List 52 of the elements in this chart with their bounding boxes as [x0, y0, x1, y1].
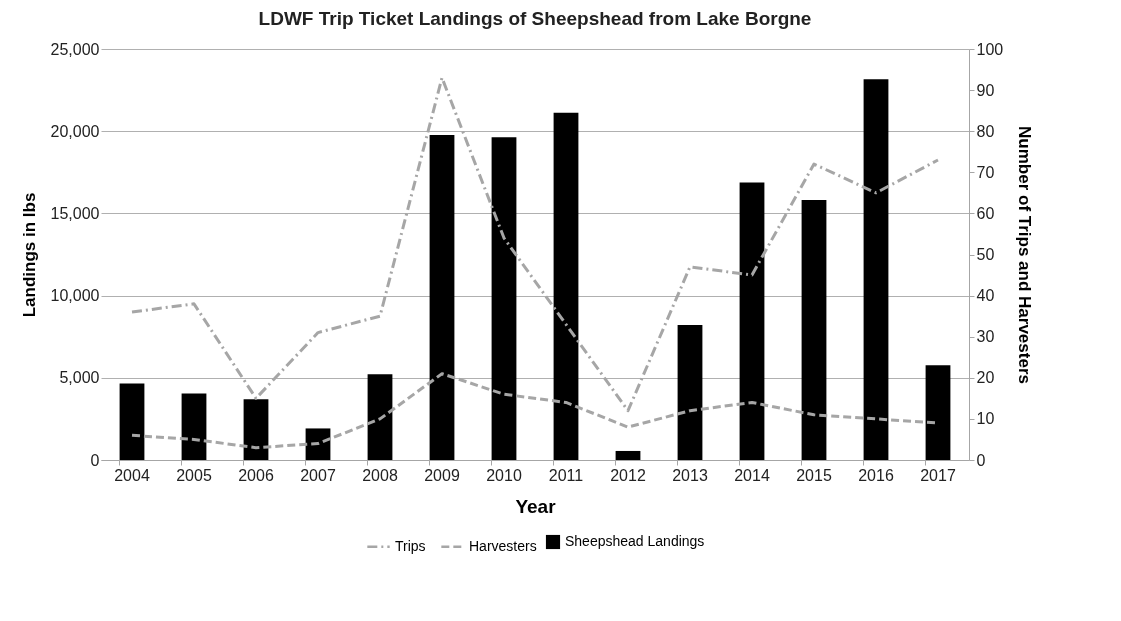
- y-tick-label: 5,000: [59, 369, 100, 387]
- x-tick-label: 2007: [300, 466, 336, 484]
- bar: [553, 112, 579, 460]
- x-tick-label: 2012: [610, 466, 646, 484]
- bar: [739, 182, 765, 460]
- x-tick-label: 2009: [424, 466, 460, 484]
- y2-tick-label: 0: [976, 451, 986, 469]
- y2-tick-label: 100: [976, 40, 1004, 58]
- x-tick-label: 2016: [858, 466, 894, 484]
- y2-tick-label: 20: [976, 369, 995, 387]
- y2-tick-label: 10: [976, 410, 995, 428]
- bar: [243, 399, 269, 460]
- bar: [801, 199, 827, 460]
- y-tick-label: 25,000: [50, 40, 100, 58]
- y2-tick-label: 40: [976, 287, 995, 305]
- legend-label: Trips: [395, 537, 426, 554]
- y2-tick-label: 60: [976, 204, 995, 222]
- x-tick-label: 2005: [176, 466, 212, 484]
- chart-title: LDWF Trip Ticket Landings of Sheepshead from Lake Borgne: [258, 8, 812, 29]
- x-axis-title: Year: [515, 495, 557, 517]
- x-tick-label: 2015: [796, 466, 832, 484]
- y2-tick-label: 80: [976, 122, 995, 140]
- y-tick-label: 0: [90, 451, 100, 469]
- bar: [429, 134, 455, 460]
- bar: [181, 393, 207, 460]
- x-tick-label: 2014: [734, 466, 770, 484]
- bar: [615, 450, 641, 460]
- y-tick-label: 10,000: [50, 287, 100, 305]
- x-tick-label: 2004: [114, 466, 150, 484]
- y2-tick-label: 90: [976, 81, 995, 99]
- y-tick-label: 20,000: [50, 122, 100, 140]
- y2-tick-label: 70: [976, 163, 995, 181]
- bar: [491, 137, 517, 460]
- y-tick-label: 15,000: [50, 204, 100, 222]
- bar: [677, 325, 703, 460]
- legend-label: Sheepshead Landings: [565, 533, 705, 549]
- bar: [119, 383, 145, 460]
- y2-tick-label: 50: [976, 246, 995, 263]
- x-tick-label: 2006: [238, 466, 274, 484]
- bar: [863, 79, 889, 460]
- y2-axis-title: Number of Trips and Harvesters: [1015, 126, 1035, 384]
- y2-tick-label: 30: [976, 328, 995, 346]
- x-tick-label: 2013: [672, 466, 708, 484]
- bar: [367, 374, 393, 460]
- bar: [925, 365, 951, 460]
- bar: [305, 428, 331, 460]
- x-tick-label: 2008: [362, 466, 398, 484]
- legend-label: Harvesters: [469, 537, 537, 554]
- x-tick-label: 2017: [920, 466, 956, 484]
- x-tick-label: 2011: [548, 466, 584, 484]
- y-axis-title: Landings in lbs: [19, 192, 39, 318]
- x-tick-label: 2010: [486, 466, 522, 484]
